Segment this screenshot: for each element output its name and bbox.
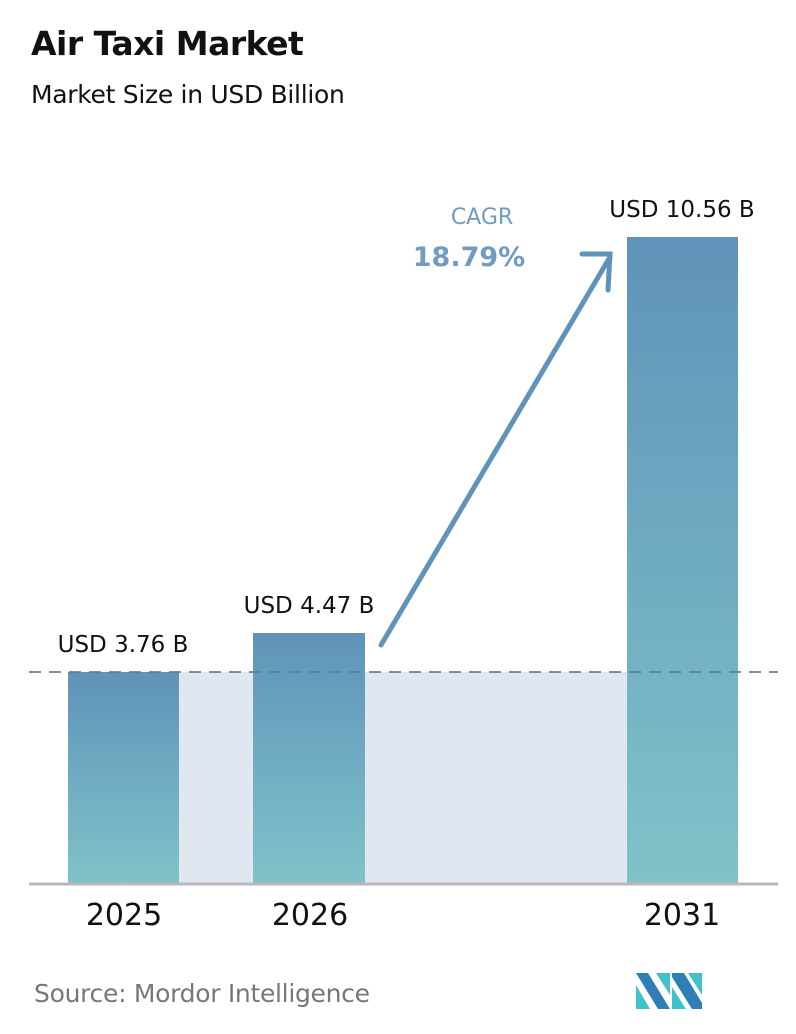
- bar-2031: [627, 237, 738, 883]
- value-label-2031: USD 10.56 B: [609, 197, 754, 223]
- source-text: Source: Mordor Intelligence: [34, 979, 370, 1008]
- cagr-value: 18.79%: [413, 242, 525, 273]
- value-label-2025: USD 3.76 B: [58, 632, 189, 658]
- bar-2026: [253, 633, 365, 883]
- value-label-2026: USD 4.47 B: [244, 593, 375, 619]
- category-label-2031: 2031: [644, 898, 720, 933]
- mordor-intelligence-logo-icon: [636, 973, 702, 1009]
- growth-arrow-icon: [378, 251, 613, 648]
- chart-subtitle: Market Size in USD Billion: [31, 80, 345, 109]
- chart-title: Air Taxi Market: [31, 24, 304, 63]
- bar-2025: [68, 672, 179, 883]
- shaded-region: [68, 672, 738, 883]
- category-label-2026: 2026: [272, 898, 348, 933]
- category-label-2025: 2025: [86, 898, 162, 933]
- cagr-label: CAGR: [451, 205, 513, 230]
